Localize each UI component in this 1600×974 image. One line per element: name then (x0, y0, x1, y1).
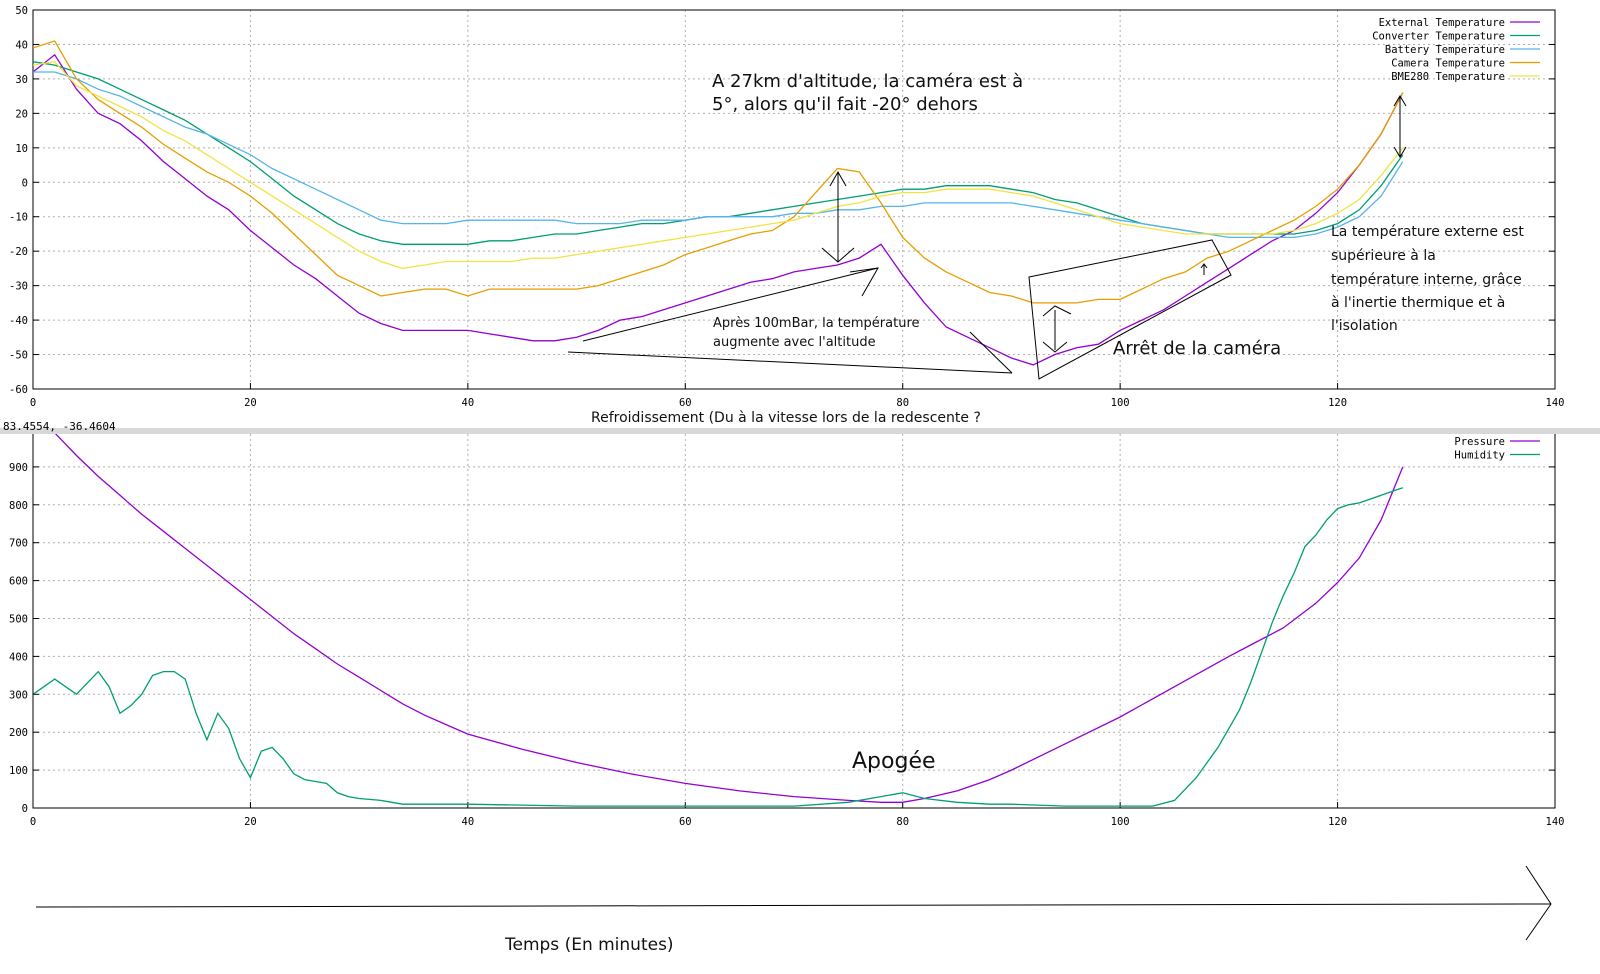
press-legend-label-1: Humidity (1454, 450, 1505, 462)
altitude-note-line2: 5°, alors qu'il fait -20° dehors (712, 94, 978, 115)
press-xtick-label: 100 (1111, 816, 1130, 828)
temperature-y-ticks: -60 -50 -40 -30 -20 -10 0 10 20 30 40 50 (9, 5, 1555, 396)
press-ytick-label: 400 (9, 651, 28, 663)
camera-gap-arrow (821, 170, 855, 263)
external-note-line3: température interne, grâce (1331, 272, 1522, 288)
temp-xtick-label: 0 (30, 397, 36, 409)
pressure-y-ticks: 0 100 200 300 400 500 600 700 800 900 (9, 462, 1555, 815)
pressure-plot-border (32, 434, 1556, 809)
temp-legend-label-3: Camera Temperature (1391, 58, 1505, 70)
apogee-label: Apogée (852, 749, 936, 774)
temp-xtick-label: 120 (1328, 397, 1347, 409)
temperature-plot-border (32, 9, 1556, 390)
time-axis-arrow (35, 865, 1552, 941)
temp-xtick-label: 80 (896, 397, 909, 409)
press-ytick-label: 100 (9, 765, 28, 777)
temp-series-line-0 (33, 53, 1404, 366)
pressure-humidity-chart: 0 100 200 300 400 500 600 700 800 900 0 20 40 60 80 10… (9, 434, 1565, 828)
press-xtick-label: 140 (1546, 816, 1565, 828)
press-legend-label-0: Pressure (1454, 436, 1505, 448)
annotation-altitude-note: A 27km d'altitude, la caméra est à 5°, a… (712, 71, 1023, 115)
press-ytick-label: 0 (22, 803, 28, 815)
temperature-legend: External Temperature Converter Temperatur… (1372, 17, 1540, 83)
temp-xtick-label: 20 (244, 397, 257, 409)
temp-ytick-label: -10 (9, 212, 28, 224)
temp-ytick-label: -40 (9, 315, 28, 327)
press-xtick-label: 80 (896, 816, 909, 828)
external-note-line1: La température externe est (1331, 224, 1524, 240)
temperature-x-ticks: 0 20 40 60 80 100 120 140 (30, 383, 1565, 409)
temp-series-line-3 (33, 40, 1404, 304)
press-ytick-label: 300 (9, 689, 28, 701)
press-xtick-label: 60 (679, 816, 692, 828)
external-note-line4: à l'inertie thermique et à (1331, 295, 1505, 311)
temp-ytick-label: 40 (15, 39, 28, 51)
press-series-line-0 (54, 434, 1404, 803)
temp-ytick-label: 10 (15, 143, 28, 155)
temp-legend-label-1: Converter Temperature (1372, 31, 1505, 43)
annotation-cooling-lines (567, 331, 1013, 374)
temp-xtick-label: 60 (679, 397, 692, 409)
temp-series-line-4 (33, 61, 1404, 270)
temp-legend-label-0: External Temperature (1379, 17, 1505, 29)
press-ytick-label: 900 (9, 462, 28, 474)
inversion-note-line2: augmente avec l'altitude (713, 335, 876, 350)
external-note-line2: supérieure à la (1331, 248, 1436, 264)
press-xtick-label: 40 (462, 816, 475, 828)
pressure-legend: Pressure Humidity (1454, 436, 1540, 462)
temp-ytick-label: -20 (9, 246, 28, 258)
press-ytick-label: 600 (9, 576, 28, 588)
pressure-series (33, 434, 1404, 807)
temp-ytick-label: 50 (15, 5, 28, 17)
ending-gap-arrow (1393, 95, 1407, 158)
press-series-line-1 (33, 487, 1404, 807)
temp-legend-label-4: BME280 Temperature (1391, 71, 1505, 83)
temp-ytick-label: -50 (9, 350, 28, 362)
press-ytick-label: 700 (9, 538, 28, 550)
temp-ytick-label: -60 (9, 384, 28, 396)
external-note-line5: l'isolation (1331, 318, 1398, 334)
time-axis-label: Temps (En minutes) (504, 935, 674, 955)
press-ytick-label: 500 (9, 614, 28, 626)
press-xtick-label: 120 (1328, 816, 1347, 828)
screenshot-separator (0, 428, 1600, 434)
press-ytick-label: 200 (9, 727, 28, 739)
temp-ytick-label: -30 (9, 281, 28, 293)
temp-legend-label-2: Battery Temperature (1385, 44, 1505, 56)
temperature-chart: -60 -50 -40 -30 -20 -10 0 10 20 30 40 50 0 20 40 60 80 1… (9, 5, 1564, 409)
temperature-series (33, 40, 1404, 366)
temp-xtick-label: 100 (1111, 397, 1130, 409)
temp-series-line-2 (33, 71, 1404, 239)
temp-xtick-label: 140 (1546, 397, 1565, 409)
temp-xtick-label: 40 (462, 397, 475, 409)
cooling-note: Refroidissement (Du à la vitesse lors de… (591, 410, 981, 426)
camera-stop-box (1028, 239, 1232, 380)
coords-readout: 83.4554, -36.4604 (3, 420, 116, 433)
press-ytick-label: 800 (9, 500, 28, 512)
press-xtick-label: 0 (30, 816, 36, 828)
altitude-note-line1: A 27km d'altitude, la caméra est à (712, 71, 1023, 92)
inversion-note-line1: Après 100mBar, la température (713, 316, 920, 331)
temp-ytick-label: 20 (15, 108, 28, 120)
temp-ytick-label: 30 (15, 74, 28, 86)
annotation-external-note: La température externe est supérieure à … (1331, 224, 1524, 334)
temp-ytick-label: 0 (22, 177, 28, 189)
annotation-inversion-note: Après 100mBar, la température augmente a… (582, 267, 920, 350)
pressure-x-ticks: 0 20 40 60 80 100 120 140 (30, 802, 1565, 828)
camera-stop-label: Arrêt de la caméra (1113, 338, 1281, 359)
press-xtick-label: 20 (244, 816, 257, 828)
